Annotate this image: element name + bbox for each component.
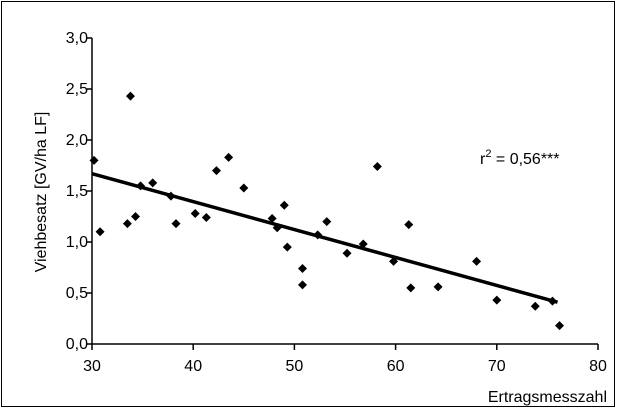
trendline	[91, 171, 558, 304]
data-point	[555, 321, 565, 331]
annotation-superscript: 2	[485, 148, 491, 160]
data-point	[406, 283, 416, 293]
y-tick-label: 0,0	[66, 336, 88, 353]
data-point	[224, 152, 234, 162]
data-point	[148, 178, 158, 188]
x-tick-label: 80	[589, 358, 607, 375]
annotation-base: r	[480, 151, 486, 168]
data-point	[492, 295, 502, 305]
y-tick-label: 0,5	[66, 285, 88, 302]
axes	[87, 37, 599, 350]
data-points	[89, 91, 565, 331]
data-point	[342, 248, 352, 258]
data-point	[190, 208, 200, 218]
y-tick-label: 2,5	[66, 81, 88, 98]
chart-frame: 0,0 0,5 1,0 1,5 2,0 2,5 3,0 30 40 50 60 70 80 Ertrag…	[1, 1, 615, 407]
y-tick-label: 2,0	[66, 132, 88, 149]
data-point	[297, 280, 307, 290]
data-point	[122, 219, 132, 229]
data-point	[433, 282, 443, 292]
y-axis-label: Viehbesatz [GV/ha LF]	[33, 112, 50, 273]
data-point	[211, 166, 221, 176]
data-point	[279, 200, 289, 210]
x-tick-label: 50	[286, 358, 304, 375]
r-squared-annotation: r2 = 0,56***	[480, 148, 560, 168]
annotation-rest: = 0,56***	[491, 151, 559, 168]
data-point	[131, 212, 141, 221]
data-point	[530, 301, 540, 311]
y-tick-label: 1,0	[66, 234, 88, 251]
data-point	[125, 91, 135, 101]
data-point	[201, 213, 211, 223]
tick-labels: 0,0 0,5 1,0 1,5 2,0 2,5 3,0 30 40 50 60 70 80	[66, 30, 607, 375]
data-point	[297, 264, 307, 274]
x-tick-label: 60	[387, 358, 405, 375]
data-point	[267, 214, 277, 224]
x-tick-label: 40	[184, 358, 202, 375]
x-tick-label: 70	[488, 358, 506, 375]
data-point	[171, 219, 181, 229]
y-tick-label: 1,5	[66, 183, 88, 200]
data-point	[282, 242, 292, 252]
data-point	[89, 155, 99, 165]
trendline-group	[91, 171, 558, 304]
y-tick-label: 3,0	[66, 30, 88, 47]
x-tick-label: 30	[83, 358, 101, 375]
data-point	[239, 183, 249, 193]
x-axis-label: Ertragsmesszahl	[488, 389, 607, 406]
data-point	[95, 227, 105, 237]
data-point	[372, 162, 382, 172]
data-point	[404, 220, 414, 230]
data-point	[472, 256, 482, 266]
data-point	[322, 217, 332, 227]
